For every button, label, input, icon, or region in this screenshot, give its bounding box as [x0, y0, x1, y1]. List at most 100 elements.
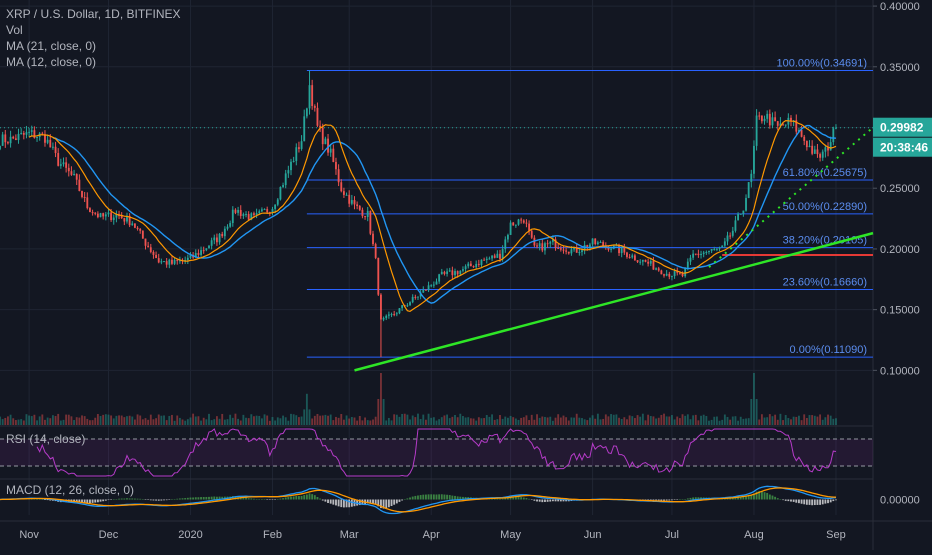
volume-bar	[332, 420, 335, 425]
volume-bar	[197, 416, 200, 425]
volume-bar	[657, 417, 660, 425]
candle-body	[51, 146, 54, 148]
ma21-label: MA (21, close, 0)	[6, 39, 97, 53]
volume-bar	[36, 420, 38, 425]
volume-bar	[824, 417, 827, 425]
volume-bar	[141, 419, 144, 425]
volume-bar	[395, 414, 398, 425]
candle-body	[557, 247, 560, 249]
candle-body	[586, 244, 589, 248]
volume-bar	[798, 415, 800, 425]
macd-hist-bar	[805, 499, 808, 505]
macd-hist-bar	[774, 496, 777, 500]
candle-body	[213, 237, 216, 241]
candle-body	[274, 204, 277, 209]
volume-bar	[816, 416, 819, 425]
macd-hist-bar	[345, 499, 348, 508]
candle-body	[726, 235, 729, 242]
volume-bar	[28, 415, 31, 425]
volume-bar	[99, 416, 102, 425]
volume-bar	[83, 416, 86, 425]
volume-bar	[387, 417, 390, 425]
volume-bar	[562, 415, 565, 425]
candle-body	[337, 169, 340, 183]
volume-bar	[366, 420, 369, 425]
volume-bar	[517, 419, 520, 425]
candle-body	[520, 219, 523, 221]
candle-body	[432, 284, 435, 286]
macd-hist-bar	[649, 499, 652, 501]
volume-bar	[311, 418, 314, 425]
candle-body	[176, 259, 179, 262]
candle-body	[618, 244, 620, 254]
macd-hist-bar	[771, 495, 774, 500]
macd-hist-bar	[493, 498, 496, 500]
macd-hist-bar	[671, 499, 673, 501]
macd-hist-bar	[766, 492, 769, 500]
volume-bar	[208, 413, 210, 425]
candle-body	[284, 173, 287, 186]
macd-hist-bar	[414, 495, 417, 500]
macd-hist-bar	[689, 497, 692, 500]
candle-body	[20, 132, 23, 134]
volume-bar	[829, 415, 832, 425]
volume-bar	[530, 414, 533, 425]
candle-body	[202, 250, 205, 252]
candle-body	[782, 123, 784, 125]
volume-bar	[139, 415, 142, 425]
candle-body	[335, 161, 337, 170]
price-tick-label-3: 0.25000	[880, 183, 920, 195]
macd-hist-bar	[808, 499, 811, 505]
macd-hist-bar	[131, 498, 134, 500]
volume-bar	[247, 418, 250, 425]
macd-hist-bar	[700, 497, 702, 500]
volume-bar	[335, 416, 337, 425]
candle-body	[385, 315, 388, 319]
macd-axis-tick-label: 0.00000	[880, 495, 920, 507]
macd-hist-bar	[779, 499, 782, 500]
macd-hist-bar	[544, 499, 546, 502]
macd-hist-bar	[348, 499, 351, 508]
volume-bar	[567, 420, 570, 425]
volume-bar	[358, 416, 361, 425]
volume-bar	[673, 419, 676, 425]
volume-bar	[81, 415, 83, 425]
volume-bar	[319, 415, 322, 425]
volume-bar	[202, 417, 205, 425]
macd-hist-bar	[729, 497, 732, 500]
volume-bar	[337, 417, 340, 425]
volume-bar	[546, 417, 549, 425]
volume-bar	[485, 415, 488, 425]
macd-hist-bar	[255, 498, 258, 500]
macd-hist-bar	[210, 496, 213, 500]
candle-body	[678, 272, 681, 274]
volume-bar	[554, 417, 557, 425]
volume-bar	[398, 416, 401, 425]
macd-hist-bar	[538, 499, 541, 502]
volume-bar	[792, 416, 795, 425]
volume-bar	[107, 414, 110, 425]
candle-body	[30, 130, 33, 132]
volume-bar	[438, 419, 441, 425]
macd-hist-bar	[218, 496, 221, 500]
volume-bar	[324, 414, 327, 425]
macd-hist-bar	[784, 499, 787, 501]
volume-bar	[152, 419, 155, 425]
candle-body	[171, 259, 173, 264]
candle-body	[464, 266, 467, 270]
volume-bar	[155, 418, 158, 425]
macd-hist-bar	[147, 499, 150, 500]
macd-hist-bar	[144, 499, 147, 500]
volume-bar	[118, 415, 120, 425]
macd-hist-bar	[136, 498, 139, 500]
candle-body	[517, 219, 520, 225]
candle-body	[139, 228, 142, 231]
volume-bar	[541, 416, 544, 425]
candle-body	[197, 253, 200, 255]
volume-bar	[813, 415, 816, 425]
volume-bar	[213, 419, 216, 425]
volume-bar	[779, 413, 782, 425]
macd-hist-bar	[787, 499, 790, 502]
